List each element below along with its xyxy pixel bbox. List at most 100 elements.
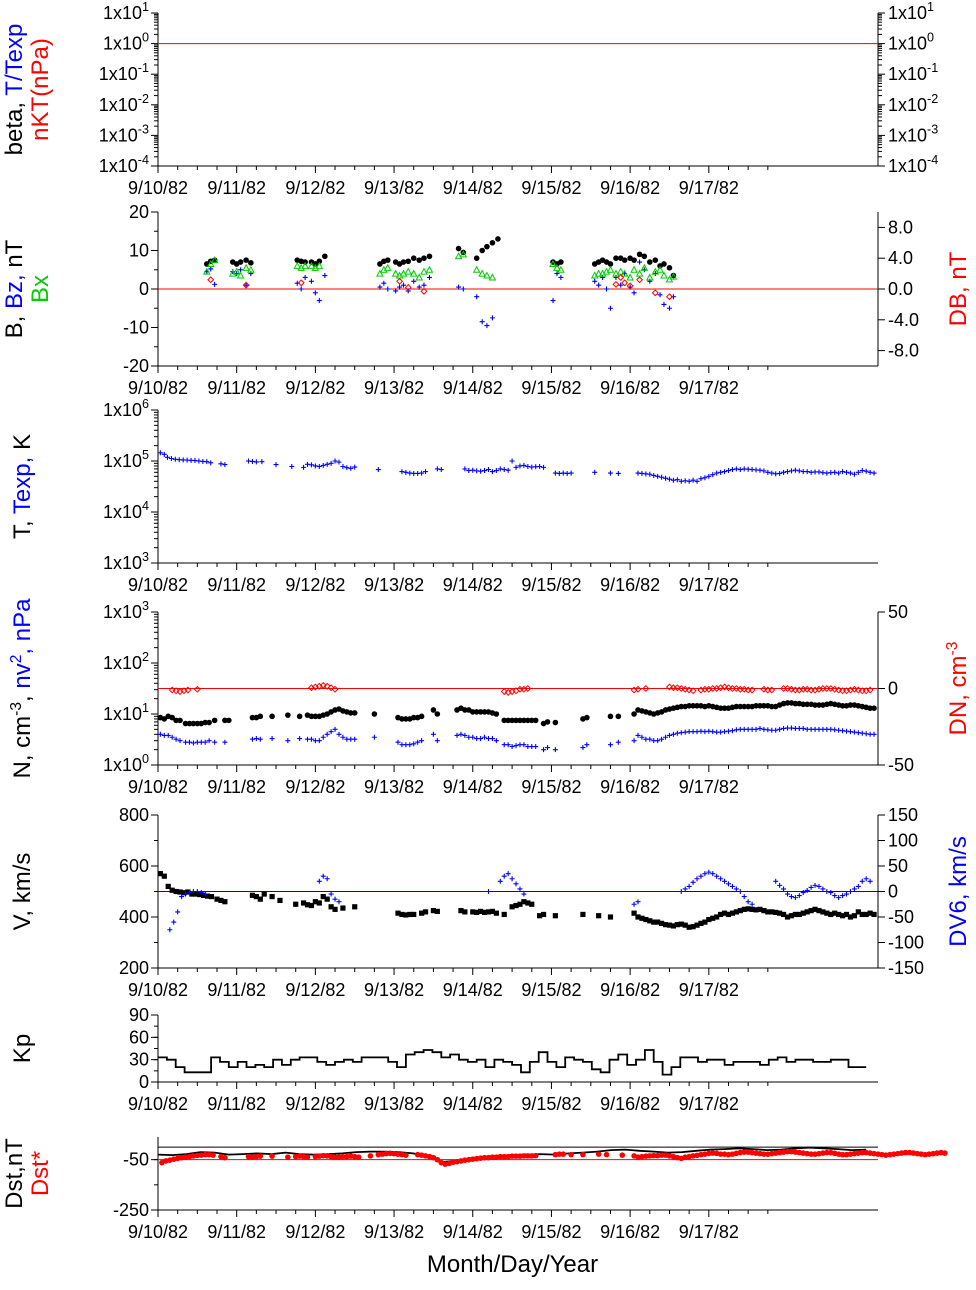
right-y-tick-label: 50 [888,602,908,622]
data-point [161,873,167,879]
data-point [327,684,335,692]
data-point [741,1149,748,1155]
data-point [479,319,485,325]
y-tick-label: 0 [139,279,149,299]
data-point [631,901,637,907]
data-point [634,685,642,693]
data-point [665,293,673,301]
data-point [748,686,756,694]
data-point [181,890,187,896]
data-point [737,908,743,914]
right-y-tick-label: 0 [888,679,898,699]
data-point [422,909,429,915]
data-point [253,459,259,465]
x-tick-label: 9/17/82 [679,1222,739,1242]
data-point [404,283,412,291]
data-point [773,878,779,884]
data-point [411,741,417,747]
data-point [257,1153,264,1159]
data-point [757,906,763,912]
data-point [521,742,527,748]
data-point [678,703,685,710]
data-point [552,719,559,726]
data-point [740,685,748,693]
data-point [780,911,787,918]
data-point [395,910,401,916]
data-point [847,914,854,920]
data-point [694,876,700,882]
data-point [352,904,358,910]
data-point [399,269,408,277]
data-point [580,745,586,751]
data-point [399,911,405,918]
data-point [226,717,232,724]
data-point [484,243,490,250]
data-point [681,685,689,693]
data-point [525,464,531,470]
data-point [493,738,499,744]
data-point [434,1156,441,1163]
data-point [613,255,619,261]
data-point [525,1153,531,1159]
data-point [808,908,814,914]
data-point [202,1151,209,1158]
data-point [513,743,519,749]
data-point [777,882,783,888]
x-tick-label: 9/11/82 [207,1222,266,1242]
data-point [323,682,331,690]
data-point [403,912,409,918]
data-point [733,466,739,472]
data-point [222,462,228,468]
data-point [556,1151,563,1157]
data-point [812,702,818,708]
data-point [867,878,873,884]
data-point [580,1151,586,1158]
data-point [537,913,543,919]
data-point [316,878,322,884]
x-tick-label: 9/13/82 [364,777,424,797]
data-point [418,713,425,720]
data-point [478,736,484,742]
data-point [509,717,515,724]
data-point [788,894,794,900]
data-point [761,468,767,474]
data-point [521,891,527,897]
data-point [210,1152,216,1158]
data-point [725,881,731,887]
data-point [300,900,307,906]
data-point [769,909,775,915]
data-point [352,464,358,470]
data-point [650,1152,657,1159]
y-tick-label: 1x100 [103,31,149,54]
data-point [324,731,330,737]
data-point [324,461,330,467]
y-tick-label: 1x10-3 [99,122,149,145]
data-point [489,240,496,246]
series-kp-0 [158,1049,867,1076]
data-point [336,899,342,905]
data-point [493,468,499,474]
data-point [242,263,250,271]
x-tick-label: 9/16/82 [600,980,660,1000]
y-tick-label: 1x105 [103,448,149,471]
data-point [847,889,853,894]
data-point [690,702,696,709]
data-point [768,703,775,710]
data-point [729,728,735,734]
x-tick-label: 9/16/82 [600,378,660,398]
x-tick-label: 9/14/82 [443,777,503,797]
data-point [308,902,315,909]
data-point [202,267,211,275]
data-point [316,738,322,744]
data-point [237,259,244,265]
data-point [197,891,203,898]
data-point [651,267,660,275]
x-tick-label: 9/13/82 [364,1094,424,1114]
y-tick-label: 1x103 [103,550,149,573]
data-point [851,913,857,919]
data-point [702,871,708,877]
x-tick-label: 9/13/82 [364,378,424,398]
data-point [438,467,444,473]
data-point [636,251,643,258]
data-point [866,686,874,694]
